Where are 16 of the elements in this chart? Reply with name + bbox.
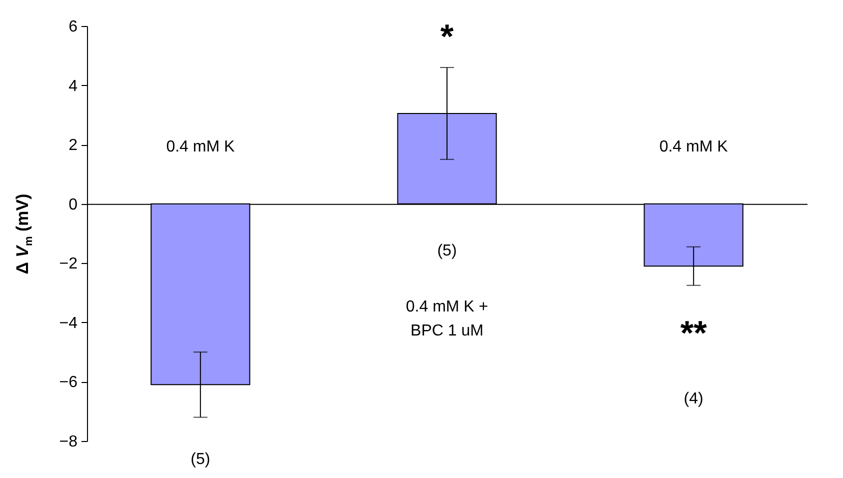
annotation: (5): [437, 242, 457, 260]
annotation: 0.4 mM K: [166, 138, 235, 156]
y-tick-label: −6: [59, 374, 78, 392]
annotation: **: [680, 314, 708, 352]
y-tick-label: 0: [68, 196, 78, 214]
y-tick-label: 2: [68, 137, 78, 154]
y-tick-label: −8: [59, 434, 78, 450]
y-tick-label: −2: [59, 256, 78, 273]
annotation: *: [440, 18, 454, 56]
y-tick-label: 4: [68, 78, 78, 95]
y-tick-label: −4: [59, 314, 78, 332]
text: (5): [190, 451, 210, 468]
annotation: 0.4 mM K: [659, 138, 728, 156]
annotation: (4): [684, 390, 704, 408]
annotation: 0.4 mM K + BPC 1 uM: [406, 298, 488, 340]
y-tick-label: 6: [68, 18, 78, 36]
